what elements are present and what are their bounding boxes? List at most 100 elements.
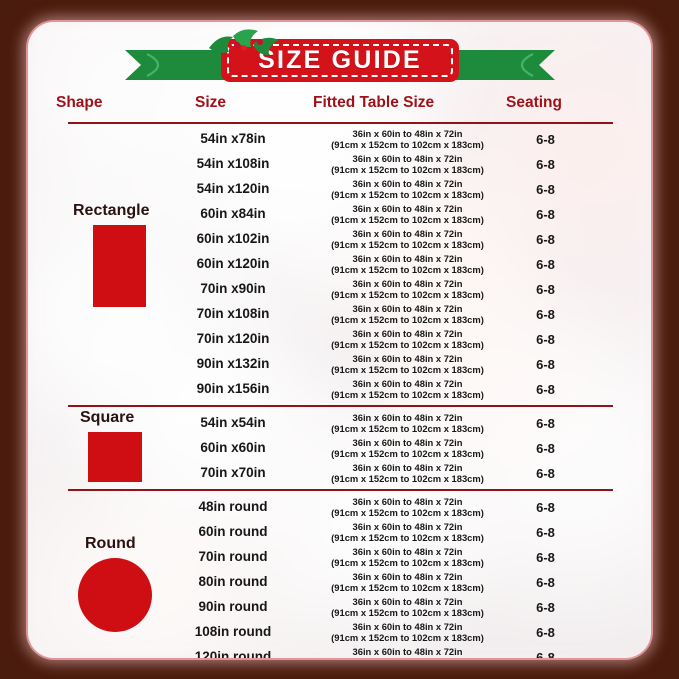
fitted-inches: 36in x 60in to 48in x 72in [352,621,463,632]
cell-seating: 6-8 [536,416,555,431]
fitted-centimeters: (91cm x 152cm to 102cm x 183cm) [331,632,484,643]
group-divider [68,405,613,407]
cell-size: 54in x108in [196,156,270,171]
size-table: Shape Size Fitted Table Size Seating 54i… [28,94,651,658]
cell-seating: 6-8 [536,157,555,172]
cell-fitted-table-size: 36in x 60in to 48in x 72in(91cm x 152cm … [300,546,515,568]
fitted-inches: 36in x 60in to 48in x 72in [352,496,463,507]
cell-fitted-table-size: 36in x 60in to 48in x 72in(91cm x 152cm … [300,571,515,593]
cell-fitted-table-size: 36in x 60in to 48in x 72in(91cm x 152cm … [300,353,515,375]
fitted-centimeters: (91cm x 152cm to 102cm x 183cm) [331,339,484,350]
column-header-shape: Shape [56,94,103,111]
cell-fitted-table-size: 36in x 60in to 48in x 72in(91cm x 152cm … [300,278,515,300]
column-header-seating: Seating [506,94,562,111]
cell-seating: 6-8 [536,382,555,397]
table-row: 70in x120in 36in x 60in to 48in x 72in (91… [28,327,651,352]
cell-fitted-table-size: 36in x 60in to 48in x 72in(91cm x 152cm … [300,621,515,643]
fitted-centimeters: (91cm x 152cm to 102cm x 183cm) [331,557,484,568]
fitted-centimeters: (91cm x 152cm to 102cm x 183cm) [331,214,484,225]
cell-seating: 6-8 [536,257,555,272]
cell-size: 120in round [194,649,272,658]
cell-seating: 6-8 [536,207,555,222]
cell-fitted-table-size: 36in x 60in to 48in x 72in(91cm x 152cm … [300,178,515,200]
cell-fitted-table-size: 36in x 60in to 48in x 72in(91cm x 152cm … [300,521,515,543]
fitted-inches: 36in x 60in to 48in x 72in [352,571,463,582]
fitted-inches: 36in x 60in to 48in x 72in [352,178,463,189]
table-row: 60in x102in 36in x 60in to 48in x 72in (91… [28,227,651,252]
cell-seating: 6-8 [536,132,555,147]
banner-dashed-border [227,44,453,77]
card-bokeh-overlay [28,22,651,658]
table-row: 108in round 36in x 60in to 48in x 72in (91… [28,620,651,645]
fitted-centimeters: (91cm x 152cm to 102cm x 183cm) [331,189,484,200]
fitted-centimeters: (91cm x 152cm to 102cm x 183cm) [331,607,484,618]
fitted-inches: 36in x 60in to 48in x 72in [352,546,463,557]
cell-size: 60in x102in [196,231,270,246]
cell-seating: 6-8 [536,650,555,658]
cell-size: 70in round [198,549,268,564]
fitted-centimeters: (91cm x 152cm to 102cm x 183cm) [331,448,484,459]
fitted-inches: 36in x 60in to 48in x 72in [352,378,463,389]
table-row: 54in x78in 36in x 60in to 48in x 72in (91c… [28,127,651,152]
page-title: SIZE GUIDE [258,46,422,74]
table-row: 60in round 36in x 60in to 48in x 72in (91c… [28,520,651,545]
cell-fitted-table-size: 36in x 60in to 48in x 72in(91cm x 152cm … [300,203,515,225]
fitted-centimeters: (91cm x 152cm to 102cm x 183cm) [331,582,484,593]
cell-size: 60in x84in [200,206,266,221]
fitted-inches: 36in x 60in to 48in x 72in [352,412,463,423]
fitted-inches: 36in x 60in to 48in x 72in [352,521,463,532]
cell-size: 70in x108in [196,306,270,321]
table-row: 70in round 36in x 60in to 48in x 72in (91c… [28,545,651,570]
cell-size: 60in round [198,524,268,539]
fitted-centimeters: (91cm x 152cm to 102cm x 183cm) [331,389,484,400]
cell-seating: 6-8 [536,357,555,372]
fitted-inches: 36in x 60in to 48in x 72in [352,278,463,289]
fitted-centimeters: (91cm x 152cm to 102cm x 183cm) [331,289,484,300]
cell-seating: 6-8 [536,550,555,565]
group-divider [68,489,613,491]
fitted-centimeters: (91cm x 152cm to 102cm x 183cm) [331,364,484,375]
table-row: 60in x120in 36in x 60in to 48in x 72in (91… [28,252,651,277]
fitted-inches: 36in x 60in to 48in x 72in [352,437,463,448]
ribbon-tail-right-icon [445,50,555,80]
cell-size: 70in x70in [200,465,266,480]
cell-seating: 6-8 [536,332,555,347]
cell-size: 90in round [198,599,268,614]
fitted-centimeters: (91cm x 152cm to 102cm x 183cm) [331,473,484,484]
cell-fitted-table-size: 36in x 60in to 48in x 72in(91cm x 152cm … [300,378,515,400]
cell-size: 90in x156in [196,381,270,396]
cell-size: 60in x60in [200,440,266,455]
cell-seating: 6-8 [536,575,555,590]
cell-fitted-table-size: 36in x 60in to 48in x 72in(91cm x 152cm … [300,646,515,658]
cell-size: 48in round [198,499,268,514]
cell-seating: 6-8 [536,182,555,197]
table-header-row: Shape Size Fitted Table Size Seating [28,94,651,124]
cell-size: 90in x132in [196,356,270,371]
table-row: 90in x132in 36in x 60in to 48in x 72in (91… [28,352,651,377]
cell-fitted-table-size: 36in x 60in to 48in x 72in(91cm x 152cm … [300,412,515,434]
cell-size: 108in round [194,624,272,639]
fitted-centimeters: (91cm x 152cm to 102cm x 183cm) [331,423,484,434]
cell-fitted-table-size: 36in x 60in to 48in x 72in(91cm x 152cm … [300,462,515,484]
cell-size: 80in round [198,574,268,589]
shape-label-square: Square [80,409,135,426]
banner: SIZE GUIDE [28,22,651,94]
cell-seating: 6-8 [536,500,555,515]
shape-label-rectangle: Rectangle [73,201,150,219]
table-row: 70in x108in 36in x 60in to 48in x 72in (91… [28,302,651,327]
cell-seating: 6-8 [536,307,555,322]
cell-size: 70in x90in [200,281,266,296]
table-row: 60in x84in 36in x 60in to 48in x 72in (91c… [28,202,651,227]
cell-size: 60in x120in [196,256,270,271]
cell-fitted-table-size: 36in x 60in to 48in x 72in(91cm x 152cm … [300,437,515,459]
shape-swatch-circle [78,557,152,632]
fitted-centimeters: (91cm x 152cm to 102cm x 183cm) [331,264,484,275]
cell-fitted-table-size: 36in x 60in to 48in x 72in(91cm x 152cm … [300,496,515,518]
cell-fitted-table-size: 36in x 60in to 48in x 72in(91cm x 152cm … [300,253,515,275]
table-row: 48in round 36in x 60in to 48in x 72in (91c… [28,495,651,520]
ribbon-tail-left-icon [125,50,235,80]
holly-icon [209,29,279,55]
fitted-inches: 36in x 60in to 48in x 72in [352,353,463,364]
cell-fitted-table-size: 36in x 60in to 48in x 72in(91cm x 152cm … [300,153,515,175]
